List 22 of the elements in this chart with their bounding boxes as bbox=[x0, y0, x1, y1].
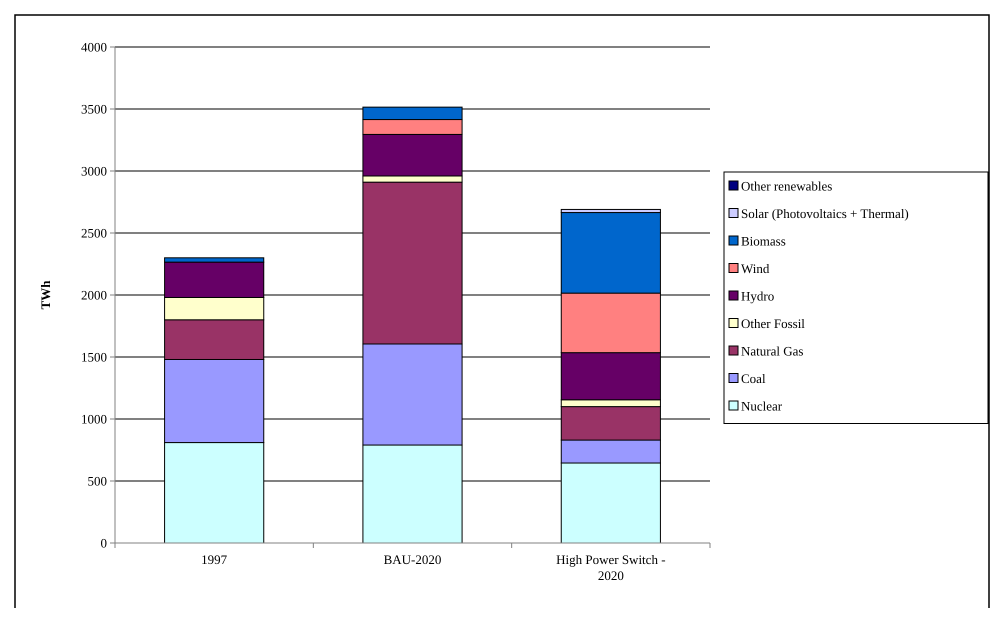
legend-label: Biomass bbox=[741, 234, 786, 249]
legend-label: Coal bbox=[741, 371, 766, 386]
legend-label: Nuclear bbox=[741, 398, 783, 414]
x-tick-label: 1997 bbox=[201, 552, 228, 567]
y-tick-label: 3500 bbox=[81, 102, 107, 117]
y-tick-label: 0 bbox=[100, 536, 107, 551]
y-tick-label: 2500 bbox=[81, 226, 107, 241]
legend-label: Natural Gas bbox=[741, 344, 804, 359]
y-axis-title: TWh bbox=[38, 280, 53, 310]
y-tick-label: 2000 bbox=[81, 288, 107, 303]
x-tick-label: BAU-2020 bbox=[384, 552, 442, 567]
legend-label: Hydro bbox=[741, 288, 774, 304]
legend-label: Solar (Photovoltaics + Thermal) bbox=[741, 206, 909, 222]
y-tick-label: 3000 bbox=[81, 164, 107, 179]
y-tick-label: 1000 bbox=[81, 412, 107, 427]
x-tick-label: High Power Switch - 2020 bbox=[556, 552, 666, 583]
legend-label: Other Fossil bbox=[741, 316, 806, 332]
legend-label: Other renewables bbox=[741, 178, 832, 194]
y-tick-label: 4000 bbox=[81, 40, 107, 55]
legend-label: Wind bbox=[741, 261, 770, 276]
y-tick-label: 1500 bbox=[81, 350, 107, 365]
y-tick-label: 500 bbox=[88, 474, 107, 489]
